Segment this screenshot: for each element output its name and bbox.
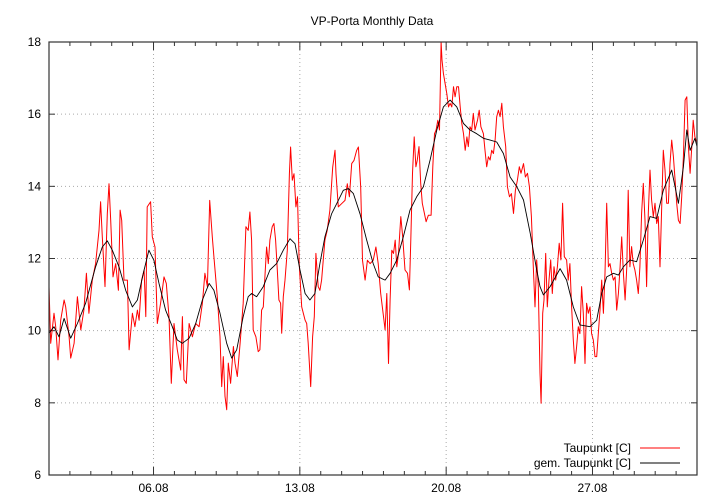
y-tick-label: 16 <box>28 107 42 121</box>
y-tick-label: 12 <box>28 252 42 266</box>
grid <box>49 42 697 475</box>
plot-frame <box>48 41 698 476</box>
series-line-gem-taupunkt <box>48 99 698 359</box>
x-tick-label: 06.08 <box>139 481 169 495</box>
legend: Taupunkt [C] gem. Taupunkt [C] <box>534 441 680 470</box>
chart-title: VP-Porta Monthly Data <box>311 14 434 28</box>
y-tick-label: 10 <box>28 324 42 338</box>
x-tick-label: 13.08 <box>285 481 315 495</box>
legend-label-gem-taupunkt: gem. Taupunkt [C] <box>534 456 631 470</box>
y-tick-label: 6 <box>34 468 41 482</box>
y-tick-label: 18 <box>28 35 42 49</box>
series-line-taupunkt <box>48 41 698 411</box>
axis-ticks: 6 8 10 12 14 16 18 06.08 13.08 20.08 27.08 <box>28 35 698 495</box>
x-tick-label: 27.08 <box>577 481 607 495</box>
legend-label-taupunkt: Taupunkt [C] <box>564 441 631 455</box>
x-tick-label: 20.08 <box>431 481 461 495</box>
y-tick-label: 8 <box>34 396 41 410</box>
series-group <box>48 41 698 411</box>
y-tick-label: 14 <box>28 179 42 193</box>
